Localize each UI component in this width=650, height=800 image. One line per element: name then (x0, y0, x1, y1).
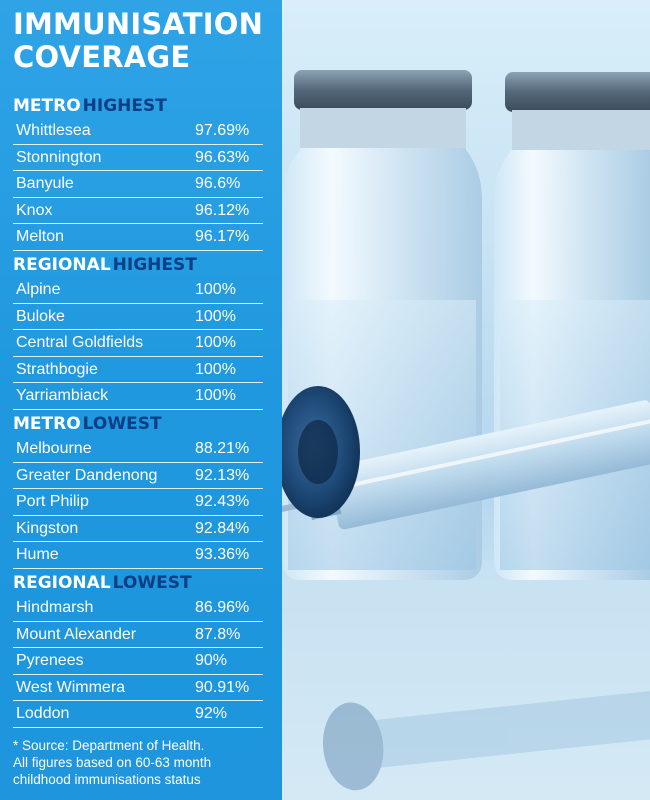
row-name: Pyrenees (16, 652, 84, 669)
table-row: Banyule 96.6% (13, 171, 263, 198)
table-row: Yarriambiack 100% (13, 383, 263, 410)
heading-key: METRO (13, 414, 81, 434)
row-name: Melton (16, 228, 65, 245)
row-name: Alpine (16, 281, 61, 298)
table-row: Knox 96.12% (13, 198, 263, 224)
heading-rest: LOWEST (112, 573, 192, 593)
row-name: Central Goldfields (16, 334, 144, 351)
row-value: 100% (195, 387, 236, 404)
table-row: Whittlesea 97.69% (13, 118, 263, 145)
footnote-line-1: * Source: Department of Health. (13, 738, 205, 753)
row-name: Kingston (16, 519, 79, 537)
row-value: 93.36% (195, 546, 250, 563)
row-value: 90.91% (195, 678, 250, 696)
title-line-2: COVERAGE (13, 40, 191, 74)
section-heading: METRO LOWEST (13, 412, 263, 436)
heading-key: METRO (13, 96, 81, 116)
row-name: Mount Alexander (16, 625, 137, 643)
row-value: 92% (195, 705, 228, 722)
section-heading: REGIONAL HIGHEST (13, 253, 263, 277)
table-row: Alpine 100% (13, 277, 263, 304)
row-value: 100% (195, 360, 236, 378)
table-row: Loddon 92% (13, 701, 263, 728)
row-name: Knox (16, 201, 53, 219)
row-value: 96.63% (195, 148, 250, 166)
table-row: Pyrenees 90% (13, 648, 263, 675)
row-name: Greater Dandenong (16, 466, 158, 484)
row-value: 92.13% (195, 466, 250, 484)
row-value: 92.84% (195, 519, 250, 537)
row-name: Buloke (16, 307, 65, 325)
section-metro-lowest: METRO LOWEST Melbourne 88.21% Greater Dand… (13, 412, 263, 569)
row-value: 92.43% (195, 493, 250, 510)
heading-rest: LOWEST (82, 414, 162, 434)
table-row: Strathbogie 100% (13, 357, 263, 383)
row-name: Loddon (16, 705, 70, 722)
heading-rest: HIGHEST (82, 96, 167, 116)
table-row: Central Goldfields 100% (13, 330, 263, 357)
row-value: 96.12% (195, 201, 250, 219)
section-heading: METRO HIGHEST (13, 94, 263, 118)
row-name: Banyule (16, 175, 74, 192)
row-value: 96.17% (195, 228, 250, 245)
footnote-line-3: childhood immunisations status (13, 772, 201, 787)
table-row: Port Philip 92.43% (13, 489, 263, 516)
table-row: Kingston 92.84% (13, 516, 263, 542)
table-row: West Wimmera 90.91% (13, 675, 263, 701)
table-row: Melton 96.17% (13, 224, 263, 251)
source-footnote: * Source: Department of Health. All figu… (13, 737, 275, 788)
row-value: 86.96% (195, 599, 250, 616)
table-row: Stonnington 96.63% (13, 145, 263, 171)
row-name: Hindmarsh (16, 599, 94, 616)
table-row: Mount Alexander 87.8% (13, 622, 263, 648)
table-row: Hume 93.36% (13, 542, 263, 569)
row-name: Yarriambiack (16, 387, 109, 404)
section-regional-highest: REGIONAL HIGHEST Alpine 100% Buloke 100% Ce… (13, 253, 263, 410)
page-title: IMMUNISATION COVERAGE (13, 8, 273, 74)
table-row: Melbourne 88.21% (13, 436, 263, 463)
row-name: Melbourne (16, 440, 92, 457)
footnote-line-2: All figures based on 60-63 month (13, 755, 212, 770)
row-name: Whittlesea (16, 122, 91, 139)
heading-key: REGIONAL (13, 255, 111, 275)
data-panel: IMMUNISATION COVERAGE METRO HIGHEST Whitt… (0, 0, 282, 800)
table-row: Hindmarsh 86.96% (13, 595, 263, 622)
section-heading: REGIONAL LOWEST (13, 571, 263, 595)
heading-key: REGIONAL (13, 573, 111, 593)
row-value: 88.21% (195, 440, 250, 457)
row-name: Stonnington (16, 148, 102, 166)
row-name: Hume (16, 546, 59, 563)
row-value: 100% (195, 307, 236, 325)
row-value: 87.8% (195, 625, 241, 643)
row-value: 90% (195, 652, 228, 669)
section-metro-highest: METRO HIGHEST Whittlesea 97.69% Stonningto… (13, 94, 263, 251)
row-value: 96.6% (195, 175, 241, 192)
section-regional-lowest: REGIONAL LOWEST Hindmarsh 86.96% Mount Ale… (13, 571, 263, 728)
row-name: Port Philip (16, 493, 89, 510)
row-value: 100% (195, 281, 236, 298)
table-row: Greater Dandenong 92.13% (13, 463, 263, 489)
row-name: West Wimmera (16, 678, 126, 696)
row-value: 97.69% (195, 122, 250, 139)
heading-rest: HIGHEST (112, 255, 197, 275)
table-row: Buloke 100% (13, 304, 263, 330)
row-name: Strathbogie (16, 360, 98, 378)
row-value: 100% (195, 334, 236, 351)
title-line-1: IMMUNISATION (13, 7, 264, 41)
